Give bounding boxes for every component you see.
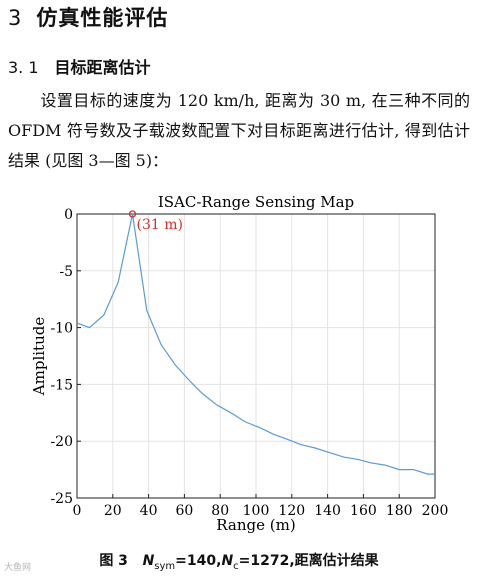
x-tick-label: 60 (175, 503, 193, 519)
y-tick-label: -5 (59, 264, 73, 280)
peak-marker (128, 210, 137, 218)
x-tick-label: 120 (278, 503, 305, 519)
x-tick-label: 160 (350, 503, 377, 519)
chart-background (0, 186, 478, 550)
caption-nc: N (221, 553, 233, 569)
watermark: 大鱼网 (4, 563, 32, 573)
chart-ticks: 0 20 40 60 80 100 120 140 160 180 200 0 -5 -10 -15 -20 -… (50, 207, 448, 519)
y-tick-label: -25 (50, 491, 73, 507)
x-tick-label: 100 (243, 503, 270, 519)
caption-suffix: 距离估计结果 (294, 553, 379, 569)
caption-prefix: 图 3 (99, 553, 128, 569)
caption-nsym-value: =140, (175, 553, 222, 569)
subsection-number: 3. 1 (8, 58, 39, 77)
y-tick-label: -10 (50, 321, 73, 337)
caption-nsym-sub: sym (154, 560, 176, 572)
x-tick-label: 20 (104, 503, 122, 519)
caption-nc-label: N (221, 553, 234, 569)
x-tick-label: 180 (386, 503, 413, 519)
y-tick-label: -20 (50, 434, 73, 450)
x-tick-label: 200 (422, 503, 449, 519)
x-tick-label: 40 (140, 503, 158, 519)
subsection-title: 目标距离估计 (54, 58, 151, 77)
section-number: 3 (8, 6, 23, 30)
y-axis-label: Amplitude (30, 317, 48, 397)
caption-nsym: N (143, 553, 155, 569)
x-tick-label: 140 (314, 503, 341, 519)
peak-annotation: (31 m) (136, 217, 182, 233)
x-axis-label: Range (m) (216, 516, 295, 534)
body-paragraph: 设置目标的速度为 120 km/h, 距离为 30 m, 在三种不同的 OFDM… (8, 86, 470, 176)
series-line (76, 213, 435, 475)
caption-nc-value: =1272, (238, 553, 295, 569)
chart-title: ISAC-Range Sensing Map (158, 193, 354, 211)
y-tick-label: 0 (64, 207, 73, 223)
x-tick-label: 80 (211, 503, 229, 519)
section-heading: 3 仿真性能评估 (8, 2, 168, 32)
section-title: 仿真性能评估 (36, 6, 169, 30)
caption-nsym-label: N (142, 553, 155, 569)
range-sensing-chart: 0 20 40 60 80 100 120 140 160 180 200 0 -5 -10 -15 -20 -… (0, 186, 478, 550)
figure-caption: 图 3 Nsym=140,Nc=1272,距离估计结果 (0, 550, 478, 572)
subsection-heading: 3. 1 目标距离估计 (8, 54, 151, 78)
caption-nc-sub: c (233, 560, 239, 572)
x-tick-label: 0 (73, 503, 82, 519)
paragraph-text: 设置目标的速度为 120 km/h, 距离为 30 m, 在三种不同的 OFDM… (8, 91, 470, 170)
y-tick-label: -15 (50, 377, 73, 393)
